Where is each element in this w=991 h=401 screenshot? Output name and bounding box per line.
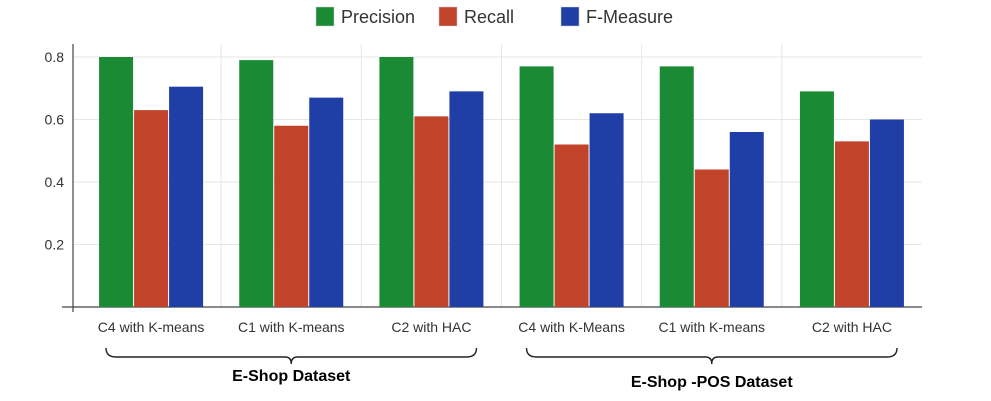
bar-recall-2 <box>274 125 309 307</box>
legend-label-recall: Recall <box>464 7 514 27</box>
bar-precision-3 <box>379 57 414 307</box>
x-axis-labels: C4 with K-means C1 with K-means C2 with HA… <box>98 319 892 335</box>
y-tick-label: 0.2 <box>45 237 65 253</box>
legend-swatch-f-measure <box>560 6 580 27</box>
bar-precision-6 <box>799 91 834 307</box>
bar-f-measure-1 <box>169 86 204 307</box>
bar-precision-4 <box>519 66 554 307</box>
legend-label-precision: Precision <box>341 7 415 27</box>
legend-label-f-measure: F-Measure <box>586 7 673 27</box>
x-tick-label: C2 with HAC <box>812 319 892 335</box>
group-label-1: E-Shop Dataset <box>232 368 351 385</box>
legend-swatch-recall <box>438 6 458 27</box>
y-tick-label: 0.4 <box>45 174 65 190</box>
bar-f-measure-3 <box>449 91 484 307</box>
chart-legend: Precision Recall F-Measure <box>315 6 673 27</box>
y-tick-label: 0.8 <box>45 49 65 65</box>
bar-recall-6 <box>834 141 869 307</box>
legend-swatch-precision <box>315 6 335 27</box>
y-tick-label: 0.6 <box>45 112 65 128</box>
x-tick-label: C1 with K-means <box>238 319 345 335</box>
bar-f-measure-5 <box>729 132 764 307</box>
bar-recall-1 <box>134 110 169 307</box>
group-brace-1 <box>105 347 478 365</box>
y-axis-labels: 0.2 0.4 0.6 0.8 <box>45 49 65 253</box>
bar-precision-2 <box>239 60 274 307</box>
bar-f-measure-6 <box>869 119 904 307</box>
x-tick-label: C4 with K-Means <box>518 319 625 335</box>
bar-precision-1 <box>99 57 134 307</box>
bar-f-measure-4 <box>589 113 624 307</box>
bar-recall-4 <box>554 144 589 307</box>
x-tick-label: C2 with HAC <box>391 319 471 335</box>
bar-recall-3 <box>414 116 449 307</box>
x-tick-label: C1 with K-means <box>658 319 765 335</box>
bar-f-measure-2 <box>309 97 344 307</box>
x-tick-label: C4 with K-means <box>98 319 205 335</box>
chart-axes <box>62 44 922 312</box>
chart-bars <box>99 57 904 307</box>
dataset-groups: E-Shop Dataset E-Shop -POS Dataset <box>105 347 898 391</box>
chart-gridlines <box>73 44 922 307</box>
group-label-2: E-Shop -POS Dataset <box>631 374 793 391</box>
group-brace-2 <box>525 347 898 365</box>
bar-recall-5 <box>694 169 729 307</box>
bar-precision-5 <box>659 66 694 307</box>
